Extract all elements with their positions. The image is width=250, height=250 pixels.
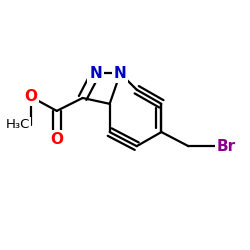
Text: N: N: [89, 66, 102, 81]
Text: O: O: [24, 89, 38, 104]
Text: H₃C: H₃C: [5, 118, 30, 132]
Text: N: N: [114, 66, 127, 81]
Text: Br: Br: [217, 139, 236, 154]
Text: O: O: [50, 132, 63, 146]
